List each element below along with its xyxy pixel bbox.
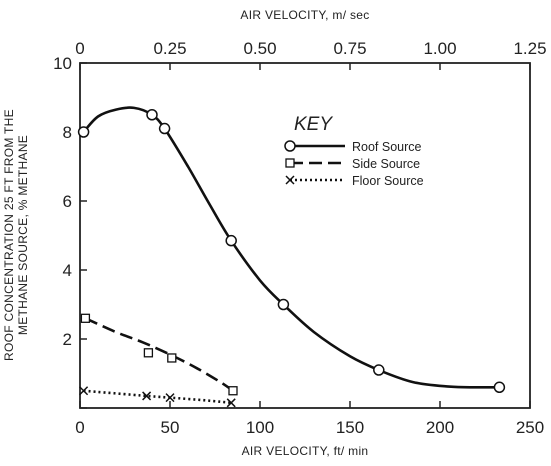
data-point-roof [77,126,90,138]
x-axis-title: AIR VELOCITY, ft/ min [242,444,369,458]
y-axis-title: ROOF CONCENTRATION 25 FT FROM THE METHAN… [2,109,30,361]
series-line-roof [82,106,500,389]
x-tick-label: 250 [516,418,544,437]
legend-marker-roof [284,140,296,152]
series-floor [79,386,236,408]
legend-label-roof: Roof Source [352,140,422,154]
x-tick-label: 0 [75,418,84,437]
legend-label-side: Side Source [352,157,420,171]
data-point-side [167,353,177,363]
y-tick-label: 8 [63,123,72,142]
legend-marker-floor [285,175,295,185]
x-marker-stroke [226,398,236,408]
data-point-floor [142,391,152,401]
data-point-side [80,313,91,323]
data-point-roof [277,298,290,311]
x-marker-stroke [142,391,152,401]
series-line-side [84,317,234,392]
x2-tick-label: 1.00 [423,39,456,58]
series-side [80,313,238,396]
legend-label-floor: Floor Source [352,174,424,188]
x-marker-stroke [165,393,175,403]
series-line-floor [83,389,232,405]
y-axis-title-line1: ROOF CONCENTRATION 25 FT FROM THE [2,109,16,361]
x-tick-label: 50 [161,418,180,437]
y-tick-label: 10 [53,54,72,73]
x2-axis-title: AIR VELOCITY, m/ sec [240,8,369,22]
legend: KEY Roof Source Side Source Floor Source [284,114,424,188]
data-point-floor [165,393,175,403]
legend-item-roof: Roof Source [284,140,422,154]
x-tick-label: 200 [426,418,454,437]
y-axis-title-line2: METHANE SOURCE, % METHANE [16,135,30,335]
x-tick-label: 100 [246,418,274,437]
data-point-floor [79,386,89,396]
data-point-side [143,348,154,358]
x2-tick-label: 0.50 [243,39,276,58]
legend-item-side: Side Source [285,157,420,171]
legend-title: KEY [294,114,333,135]
legend-item-floor: Floor Source [285,174,424,188]
data-point-roof [158,122,171,135]
series-layer [77,106,506,408]
series-roof [77,106,506,394]
data-point-roof [146,109,158,121]
data-point-roof [373,364,385,376]
data-point-floor [226,398,236,408]
x2-tick-label: 0.25 [153,39,186,58]
x-tick-label: 150 [336,418,364,437]
x2-tick-label: 1.25 [513,39,546,58]
x2-tick-label: 0.75 [333,39,366,58]
axis-ticks [79,62,531,409]
y-tick-label: 2 [63,330,72,349]
x2-tick-label: 0 [75,39,84,58]
legend-marker-side [285,158,295,168]
x-marker-stroke [79,386,89,396]
y-tick-label: 4 [63,261,72,280]
data-point-roof [493,381,506,394]
data-point-roof [225,234,237,247]
data-point-side [228,386,238,396]
y-tick-label: 6 [63,192,72,211]
plot-frame [79,62,531,409]
